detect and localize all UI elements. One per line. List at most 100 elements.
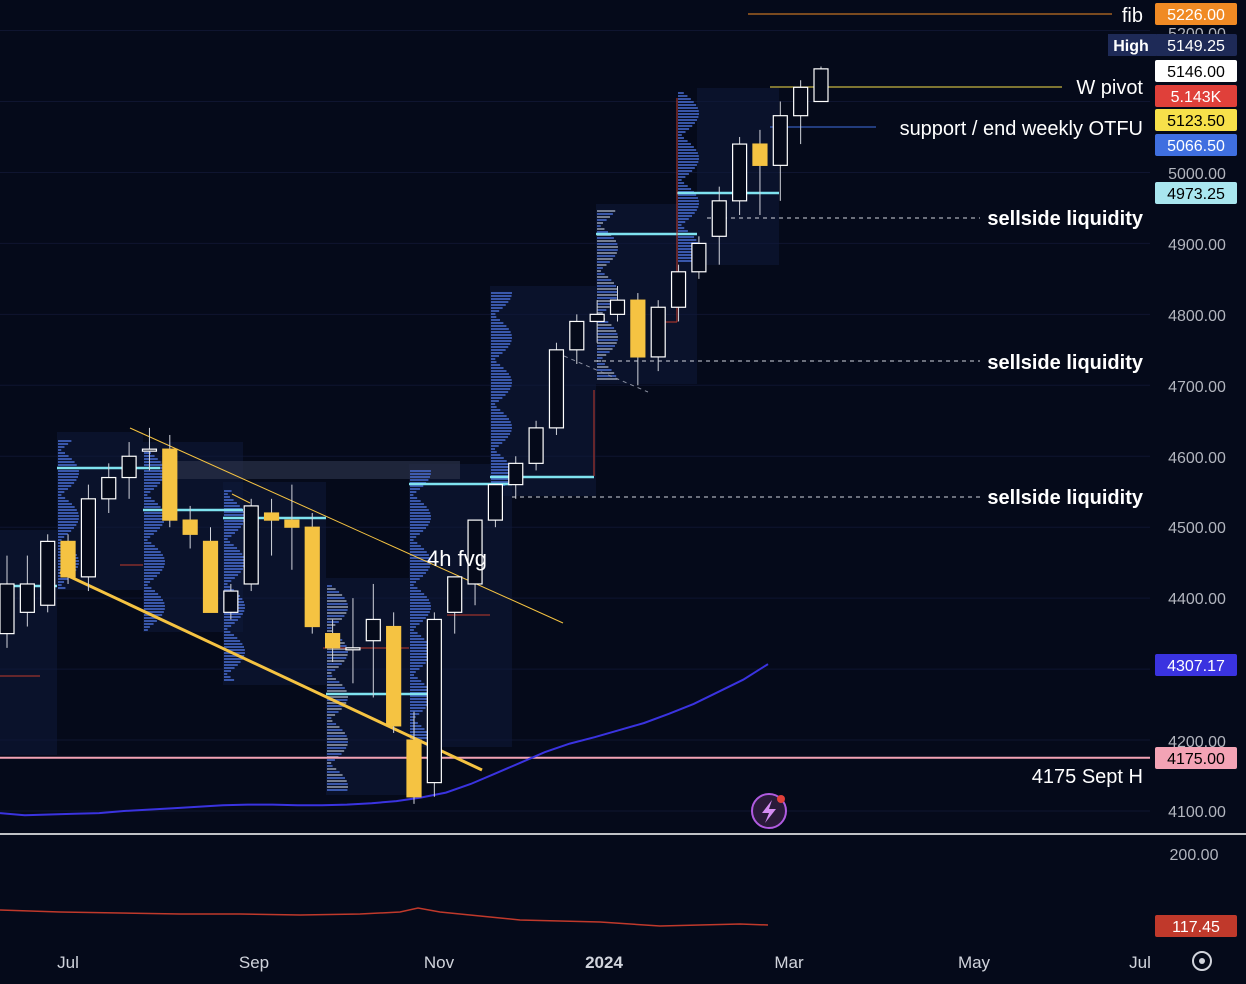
volume-profile-bar — [224, 523, 243, 525]
volume-profile-bar — [327, 666, 339, 668]
candle-bear — [263, 512, 280, 521]
volume-profile-bar — [597, 225, 601, 227]
candle-bull — [223, 590, 239, 613]
volume-profile-bar — [144, 530, 158, 532]
volume-profile-bar — [491, 406, 497, 408]
volume-profile-bar — [410, 554, 429, 556]
volume-profile-bar — [224, 538, 228, 540]
volume-profile-bar — [327, 708, 342, 710]
volume-profile-bar — [327, 699, 348, 701]
volume-profile-bar — [144, 452, 151, 454]
volume-profile-bar — [327, 663, 342, 665]
volume-profile-bar — [224, 559, 245, 561]
volume-profile-bar — [410, 602, 431, 604]
volume-profile-bar — [491, 388, 511, 390]
volume-profile-bar — [224, 583, 228, 585]
volume-profile-bar — [327, 585, 332, 587]
price-badge-volume — [1155, 85, 1237, 107]
volume-profile-bar — [224, 637, 238, 639]
time-axis[interactable]: Jul Sep Nov 2024 Mar May Jul — [57, 951, 1212, 972]
volume-profile-bar — [410, 620, 423, 622]
volume-profile-bar — [597, 303, 613, 305]
candle-bull — [121, 455, 137, 479]
time-tick-label: Jul — [57, 953, 79, 972]
volume-profile-bar — [327, 609, 348, 611]
volume-profile-bar — [491, 412, 504, 414]
volume-profile-bar — [144, 587, 152, 589]
volume-profile-bar — [678, 164, 697, 166]
volume-profile-bar — [491, 343, 511, 345]
volume-profile-bar — [327, 783, 348, 785]
volume-profile-bar — [410, 524, 429, 526]
volume-profile-bar — [678, 227, 685, 229]
volume-profile-bar — [224, 679, 235, 681]
price-badge-yellow — [1155, 109, 1237, 131]
volume-profile-bar — [410, 674, 415, 676]
volume-profile-bar — [58, 440, 72, 442]
volume-profile-bar — [58, 473, 79, 475]
volume-profile-bar — [678, 161, 699, 163]
volume-profile-bar — [224, 619, 238, 621]
volume-profile-bar — [144, 590, 155, 592]
volume-profile-bar — [410, 710, 423, 712]
volume-profile-bar — [410, 530, 424, 532]
volume-profile-bar — [144, 581, 151, 583]
volume-profile-bar — [58, 533, 68, 535]
price-axis[interactable]: 5200.005000.004900.004800.004700.004600.… — [1108, 3, 1237, 937]
volume-profile-bar — [491, 382, 512, 384]
volume-profile-bar — [678, 197, 698, 199]
volume-profile-bar — [678, 122, 695, 124]
volume-profile-bar — [224, 496, 230, 498]
volume-profile-bar — [410, 587, 418, 589]
volume-profile-bar — [410, 509, 429, 511]
volume-profile-bar — [678, 95, 688, 97]
volume-profile-bar — [327, 726, 340, 728]
volume-profile-bar — [58, 584, 62, 586]
volume-profile-bar — [58, 536, 65, 538]
candle-bear — [325, 633, 341, 649]
volume-profile-bar — [144, 554, 163, 556]
volume-profile-bar — [597, 261, 610, 263]
volume-profile-bar — [491, 298, 511, 300]
volume-profile-bar — [597, 378, 618, 380]
volume-profile-bar — [410, 731, 428, 733]
volume-profile-bar — [224, 553, 243, 555]
volume-profile-bar — [491, 478, 511, 480]
volume-profile-bar — [597, 267, 603, 269]
volume-profile-bar — [224, 511, 244, 513]
price-badge-label: 117.45 — [1172, 919, 1220, 936]
volume-profile-bar — [678, 143, 691, 145]
price-badge-high — [1155, 34, 1237, 56]
volume-profile-bar — [678, 239, 697, 241]
volume-profile-bar — [144, 575, 158, 577]
price-badge-prefix-bg — [1108, 34, 1156, 56]
volume-profile-bar — [678, 104, 697, 106]
volume-profile-bar — [491, 436, 509, 438]
fib-label: fib — [1122, 5, 1143, 27]
volume-profile-bar — [678, 152, 698, 154]
volume-profile-bar — [410, 635, 422, 637]
volume-profile-bar — [410, 521, 430, 523]
volume-profile-bar — [491, 307, 503, 309]
volume-profile-bar — [144, 578, 154, 580]
volume-profile-bar — [327, 675, 333, 677]
volume-profile-bar — [678, 179, 682, 181]
volume-profile-bar — [327, 780, 347, 782]
volume-profile-bar — [597, 366, 609, 368]
volume-profile-bar — [410, 656, 430, 658]
volume-profile-bar — [678, 182, 685, 184]
price-badge-ma — [1155, 654, 1237, 676]
candle-bull — [467, 519, 483, 585]
volume-profile-bar — [327, 654, 348, 656]
price-badge-cyan — [1155, 182, 1237, 204]
volume-profile-bar — [410, 476, 431, 478]
volume-profile-bar — [224, 568, 243, 570]
volume-profile-bar — [410, 632, 418, 634]
candle-bull — [80, 498, 97, 578]
support-label: support / end weekly OTFU — [900, 118, 1143, 140]
volume-profile-bar — [678, 146, 694, 148]
volume-profile-bar — [491, 325, 507, 327]
volume-profile-bar — [327, 738, 348, 740]
volume-profile-bar — [410, 503, 424, 505]
